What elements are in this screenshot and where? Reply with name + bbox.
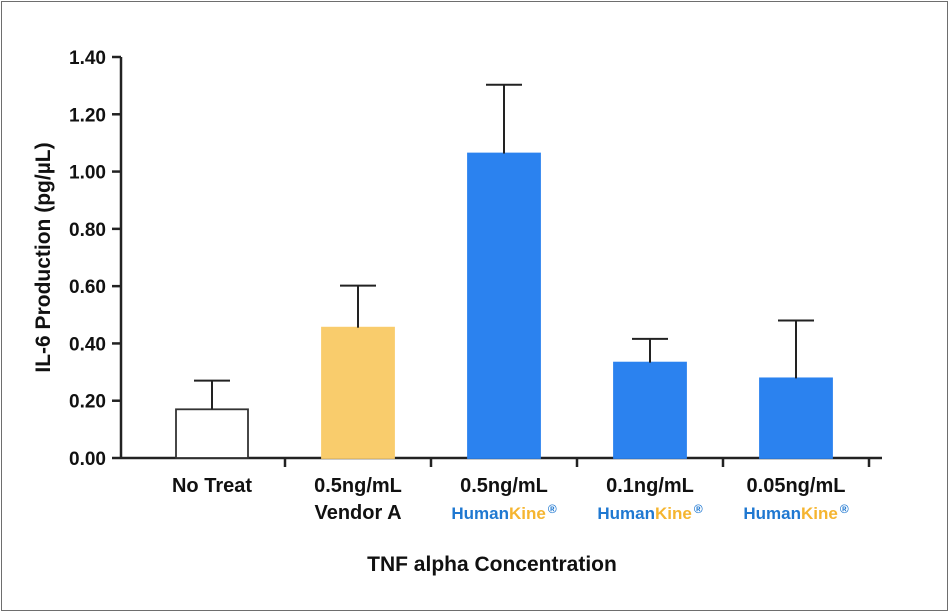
bar xyxy=(613,361,687,459)
x-tick-label: 0.5ng/mL xyxy=(314,475,402,497)
x-tick-label: 0.05ng/mL xyxy=(747,475,846,497)
bars xyxy=(175,152,833,459)
brand-label: HumanKine ® xyxy=(451,502,556,523)
y-axis: 0.00 0.20 0.40 0.60 0.80 1.00 1.20 1.40 xyxy=(69,48,123,470)
x-tick-label: 0.5ng/mL xyxy=(460,475,548,497)
y-tick-label: 0.40 xyxy=(69,334,106,355)
brand-label: HumanKine ® xyxy=(743,502,848,523)
y-tick-label: 0.80 xyxy=(69,220,106,241)
bar xyxy=(175,408,249,459)
x-axis-title: TNF alpha Concentration xyxy=(367,553,617,576)
y-axis-title: IL-6 Production (pg/µL) xyxy=(32,142,55,372)
x-tick-label: No Treat xyxy=(172,475,252,497)
brand-label: HumanKine ® xyxy=(597,502,702,523)
x-axis xyxy=(121,456,882,467)
y-tick-label: 0.60 xyxy=(69,277,106,298)
bar xyxy=(759,377,833,459)
y-tick-label: 1.00 xyxy=(69,163,106,184)
y-tick-label: 1.40 xyxy=(69,48,106,69)
y-tick-label: 0.00 xyxy=(69,449,106,470)
x-tick-label-line2: Vendor A xyxy=(314,502,401,524)
bar xyxy=(467,152,541,459)
y-tick-label: 1.20 xyxy=(69,105,106,126)
error-bars xyxy=(194,83,814,410)
x-tick-label: 0.1ng/mL xyxy=(606,475,694,497)
bar xyxy=(321,326,395,459)
y-tick-label: 0.20 xyxy=(69,392,106,413)
category-labels: No Treat 0.5ng/mL Vendor A 0.5ng/mL HumanKin… xyxy=(172,475,849,524)
